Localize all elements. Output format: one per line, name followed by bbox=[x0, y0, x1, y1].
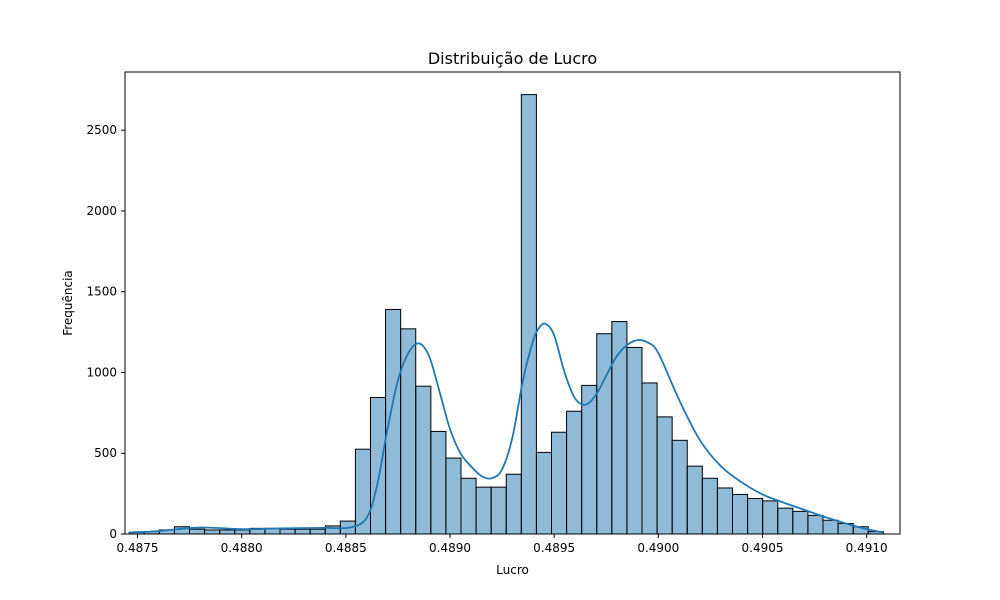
bars-layer bbox=[128, 94, 884, 535]
histogram-bar bbox=[716, 487, 734, 535]
x-tick-label: 0.4880 bbox=[221, 541, 263, 555]
histogram-bar bbox=[400, 328, 417, 535]
histogram-bar bbox=[581, 384, 598, 535]
histogram-bar bbox=[294, 528, 311, 535]
histogram-bar bbox=[656, 416, 673, 535]
x-axis-title: Lucro bbox=[496, 563, 529, 577]
histogram-bar bbox=[234, 529, 251, 535]
histogram-bar bbox=[430, 430, 447, 535]
x-tick-label: 0.4885 bbox=[325, 541, 367, 555]
x-tick-label: 0.4900 bbox=[637, 541, 679, 555]
x-tick-label: 0.4895 bbox=[533, 541, 575, 555]
histogram-bar bbox=[762, 500, 779, 535]
x-tick-label: 0.4910 bbox=[846, 541, 888, 555]
histogram-bar bbox=[671, 439, 688, 535]
x-tick-label: 0.4905 bbox=[742, 541, 784, 555]
x-tick-label: 0.4890 bbox=[429, 541, 471, 555]
histogram-bar bbox=[415, 385, 432, 535]
y-tick-label: 1500 bbox=[86, 285, 117, 299]
histogram-bar bbox=[551, 431, 568, 535]
histogram-bar bbox=[626, 346, 643, 535]
y-tick-label: 2000 bbox=[86, 204, 117, 218]
histogram-bar bbox=[279, 528, 296, 535]
histogram-bar bbox=[777, 507, 794, 535]
histogram-bar bbox=[219, 529, 236, 535]
histogram-bar bbox=[792, 510, 809, 535]
kde-line bbox=[129, 322, 884, 534]
y-tick-label: 1000 bbox=[86, 365, 117, 379]
histogram-bar bbox=[641, 382, 658, 535]
y-axis: 0 500 1000 1500 2000 2500 bbox=[86, 123, 125, 541]
histogram-bar bbox=[520, 94, 537, 535]
histogram-bar bbox=[490, 486, 507, 535]
histogram-bar bbox=[460, 477, 477, 535]
y-tick-label: 0 bbox=[109, 527, 117, 541]
y-tick-label: 2500 bbox=[86, 123, 117, 137]
histogram-bar bbox=[204, 529, 221, 535]
chart-title: Distribuição de Lucro bbox=[428, 49, 597, 68]
histogram-bar bbox=[686, 465, 703, 535]
x-tick-label: 0.4875 bbox=[117, 541, 159, 555]
x-axis: 0.4875 0.4880 0.4885 0.4890 0.4895 0.4900 0.49… bbox=[117, 534, 888, 555]
kde-layer bbox=[129, 322, 884, 534]
histogram-bar bbox=[370, 397, 387, 535]
y-tick-label: 500 bbox=[94, 446, 117, 460]
histogram-bar bbox=[475, 486, 492, 535]
histogram-bar bbox=[189, 528, 206, 535]
histogram-bar bbox=[385, 308, 402, 535]
histogram-bar bbox=[807, 514, 824, 535]
y-axis-title: Frequência bbox=[61, 270, 75, 336]
histogram-bar bbox=[747, 497, 764, 535]
histogram-bar bbox=[701, 477, 718, 535]
histogram-bar bbox=[505, 473, 522, 535]
histogram-bar bbox=[596, 333, 613, 535]
histogram-bar bbox=[566, 410, 583, 535]
histogram-bar bbox=[732, 493, 749, 535]
histogram-bar bbox=[535, 451, 553, 535]
histogram-bar bbox=[445, 457, 462, 535]
plot-frame bbox=[124, 71, 901, 535]
histogram-bar bbox=[309, 528, 326, 535]
histogram-bar bbox=[822, 519, 839, 535]
